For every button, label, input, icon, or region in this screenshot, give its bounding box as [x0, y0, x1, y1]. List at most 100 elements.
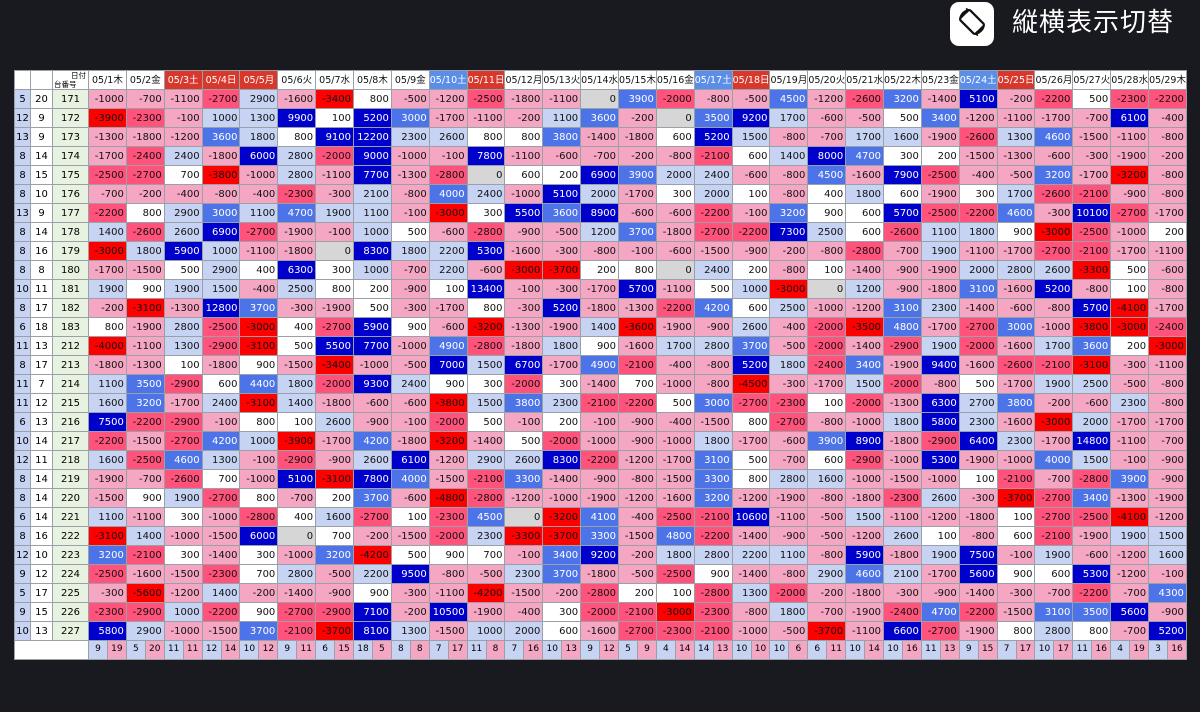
- value-cell[interactable]: 3700: [353, 488, 392, 508]
- value-cell[interactable]: -2400: [1148, 317, 1187, 337]
- value-cell[interactable]: 4200: [353, 431, 392, 451]
- value-cell[interactable]: -900: [504, 222, 544, 242]
- value-cell[interactable]: -500: [731, 89, 771, 109]
- value-cell[interactable]: -1700: [88, 146, 127, 166]
- value-cell[interactable]: -4100: [1110, 507, 1150, 527]
- value-cell[interactable]: 3200: [769, 203, 809, 223]
- value-cell[interactable]: 1500: [201, 279, 241, 299]
- value-cell[interactable]: 2300: [390, 127, 430, 147]
- value-cell[interactable]: 1800: [542, 336, 582, 356]
- value-cell[interactable]: -1900: [466, 602, 506, 622]
- value-cell[interactable]: 700: [315, 526, 355, 546]
- machine-number[interactable]: 176: [52, 184, 89, 204]
- value-cell[interactable]: 1100: [353, 203, 392, 223]
- value-cell[interactable]: -2500: [88, 165, 127, 185]
- value-cell[interactable]: 3000: [201, 203, 241, 223]
- value-cell[interactable]: 1900: [163, 279, 203, 299]
- value-cell[interactable]: 200: [353, 279, 392, 299]
- value-cell[interactable]: 500: [1072, 89, 1112, 109]
- value-cell[interactable]: 2800: [693, 545, 733, 565]
- value-cell[interactable]: -700: [1110, 621, 1150, 641]
- value-cell[interactable]: 7800: [466, 146, 506, 166]
- value-cell[interactable]: -3000: [1110, 317, 1150, 337]
- value-cell[interactable]: 5100: [542, 184, 582, 204]
- value-cell[interactable]: -1700: [807, 374, 847, 394]
- value-cell[interactable]: 9300: [353, 374, 392, 394]
- value-cell[interactable]: -900: [693, 317, 733, 337]
- value-cell[interactable]: 1100: [542, 108, 582, 128]
- value-cell[interactable]: 1900: [315, 203, 355, 223]
- value-cell[interactable]: 2800: [163, 317, 203, 337]
- value-cell[interactable]: -1400: [958, 583, 998, 603]
- machine-number[interactable]: 220: [52, 488, 89, 508]
- value-cell[interactable]: 2600: [504, 450, 544, 470]
- value-cell[interactable]: 9500: [390, 564, 430, 584]
- value-cell[interactable]: -1800: [958, 507, 998, 527]
- machine-number[interactable]: 178: [52, 222, 89, 242]
- value-cell[interactable]: 0: [504, 507, 544, 527]
- value-cell[interactable]: -1000: [807, 298, 847, 318]
- value-cell[interactable]: 3600: [1072, 336, 1112, 356]
- value-cell[interactable]: -1800: [845, 583, 885, 603]
- value-cell[interactable]: -3700: [996, 488, 1036, 508]
- value-cell[interactable]: -2700: [618, 621, 657, 641]
- value-cell[interactable]: -800: [428, 564, 468, 584]
- value-cell[interactable]: 1300: [731, 583, 771, 603]
- value-cell[interactable]: -800: [920, 374, 960, 394]
- value-cell[interactable]: -2100: [277, 621, 317, 641]
- value-cell[interactable]: -2000: [428, 412, 468, 432]
- value-cell[interactable]: 3900: [618, 165, 657, 185]
- value-cell[interactable]: -4800: [428, 488, 468, 508]
- value-cell[interactable]: 0: [580, 89, 620, 109]
- value-cell[interactable]: 200: [580, 260, 620, 280]
- value-cell[interactable]: -1000: [883, 450, 922, 470]
- value-cell[interactable]: 2800: [996, 260, 1036, 280]
- value-cell[interactable]: 3400: [920, 108, 960, 128]
- value-cell[interactable]: 500: [655, 393, 695, 413]
- value-cell[interactable]: 8100: [353, 621, 392, 641]
- value-cell[interactable]: -900: [883, 279, 922, 299]
- value-cell[interactable]: 2600: [428, 127, 468, 147]
- value-cell[interactable]: -2400: [883, 602, 922, 622]
- value-cell[interactable]: -3000: [1148, 336, 1187, 356]
- value-cell[interactable]: -900: [731, 241, 771, 261]
- value-cell[interactable]: 4600: [1034, 127, 1074, 147]
- value-cell[interactable]: 3000: [390, 108, 430, 128]
- value-cell[interactable]: -400: [239, 279, 279, 299]
- value-cell[interactable]: -1900: [655, 317, 695, 337]
- value-cell[interactable]: -2700: [769, 412, 809, 432]
- value-cell[interactable]: -800: [618, 469, 657, 489]
- value-cell[interactable]: -200: [618, 545, 657, 565]
- value-cell[interactable]: 2800: [277, 146, 317, 166]
- value-cell[interactable]: -2700: [163, 431, 203, 451]
- value-cell[interactable]: 900: [239, 355, 279, 375]
- value-cell[interactable]: 1500: [731, 127, 771, 147]
- value-cell[interactable]: -1400: [277, 583, 317, 603]
- value-cell[interactable]: -2000: [769, 583, 809, 603]
- value-cell[interactable]: 4200: [693, 298, 733, 318]
- value-cell[interactable]: 500: [277, 336, 317, 356]
- value-cell[interactable]: -600: [996, 298, 1036, 318]
- value-cell[interactable]: -3100: [239, 393, 279, 413]
- value-cell[interactable]: 600: [807, 450, 847, 470]
- value-cell[interactable]: 10100: [1072, 203, 1112, 223]
- value-cell[interactable]: 7000: [428, 355, 468, 375]
- value-cell[interactable]: 900: [125, 279, 165, 299]
- value-cell[interactable]: -2500: [466, 89, 506, 109]
- value-cell[interactable]: 2800: [277, 564, 317, 584]
- value-cell[interactable]: 5700: [883, 203, 922, 223]
- value-cell[interactable]: -1100: [655, 279, 695, 299]
- value-cell[interactable]: 0: [277, 526, 317, 546]
- value-cell[interactable]: -1500: [693, 412, 733, 432]
- value-cell[interactable]: -2300: [428, 507, 468, 527]
- value-cell[interactable]: -200: [390, 602, 430, 622]
- value-cell[interactable]: 2300: [466, 526, 506, 546]
- value-cell[interactable]: 6400: [958, 431, 998, 451]
- value-cell[interactable]: 100: [315, 108, 355, 128]
- value-cell[interactable]: -3300: [504, 526, 544, 546]
- value-cell[interactable]: -900: [315, 583, 355, 603]
- value-cell[interactable]: -200: [618, 108, 657, 128]
- machine-number[interactable]: 177: [52, 203, 89, 223]
- value-cell[interactable]: -2800: [845, 241, 885, 261]
- value-cell[interactable]: -500: [618, 564, 657, 584]
